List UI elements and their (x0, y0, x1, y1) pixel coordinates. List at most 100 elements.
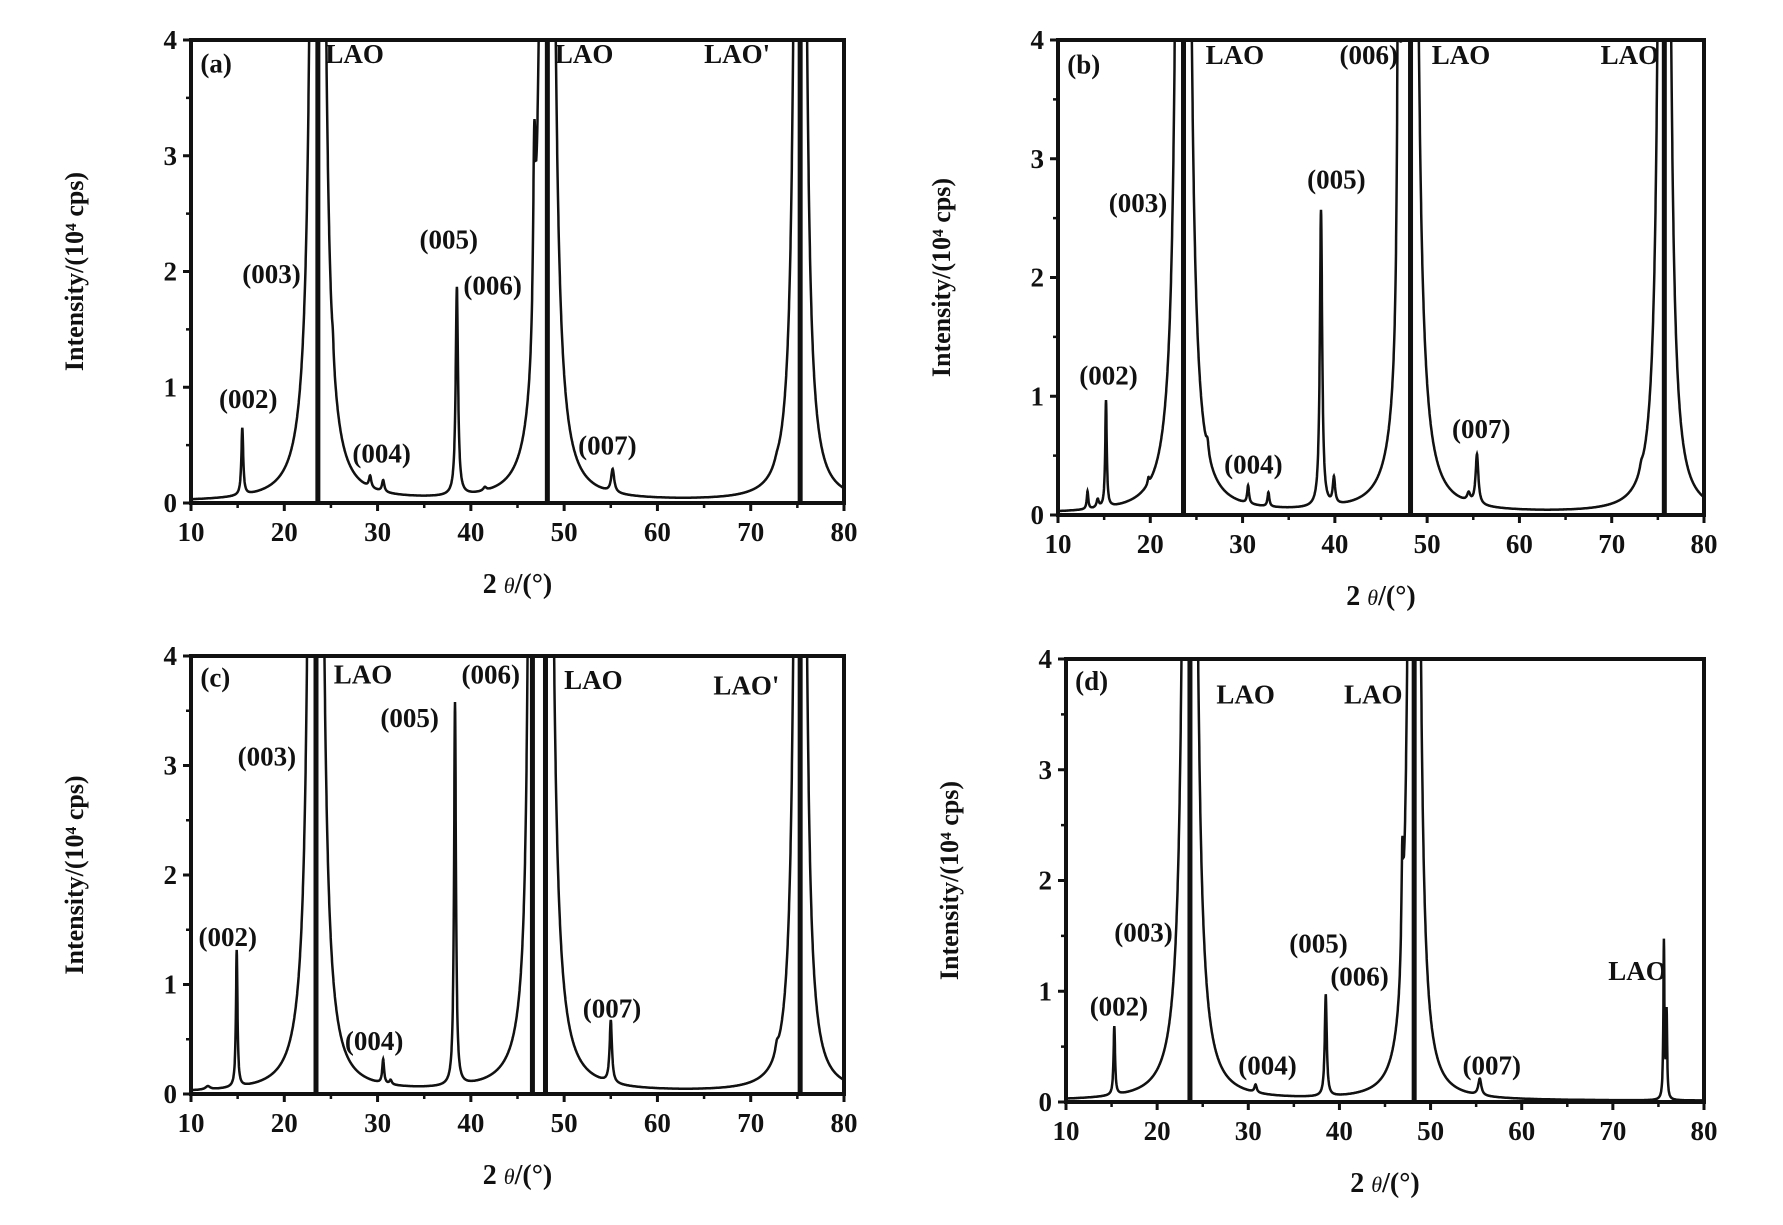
peak-annotation: LAO (555, 39, 614, 69)
peak-annotation: (005) (1307, 164, 1365, 194)
peak-annotation: LAO (564, 665, 623, 695)
peak-annotation: (007) (578, 430, 636, 460)
x-axis-title-part: /(°) (1377, 581, 1416, 612)
x-tick-label: 10 (178, 1108, 205, 1138)
x-tick-label: 30 (364, 1108, 391, 1138)
peak-annotation: LAO (1432, 40, 1491, 70)
x-tick-label: 80 (1691, 1116, 1718, 1146)
x-axis-title-part: 2 (1346, 581, 1367, 612)
x-axis-title: 2 θ/(°) (483, 1160, 552, 1191)
peak-annotation: (004) (1224, 449, 1282, 479)
x-axis-title-part: θ (504, 1164, 515, 1189)
x-tick-label: 50 (1414, 529, 1441, 559)
panel-d: 10 20 30 40 50 60 70 80 0 1 2 3 4 2 θ/(°) Intensity/(1… (935, 644, 1718, 1199)
peak-annotation: (006) (1339, 40, 1397, 70)
peak-annotation: (003) (1109, 188, 1167, 218)
y-tick-label: 1 (164, 372, 178, 402)
peak-annotation: (003) (242, 259, 300, 289)
x-tick-label: 50 (1417, 1116, 1444, 1146)
y-tick-label: 1 (1031, 381, 1045, 411)
x-axis-title: 2 θ/(°) (483, 569, 552, 600)
x-tick-label: 10 (178, 517, 205, 547)
y-tick-label: 1 (164, 970, 178, 1000)
x-tick-label: 80 (1691, 529, 1718, 559)
peak-annotation: LAO (1608, 956, 1667, 986)
peak-annotation: LAO' (713, 670, 779, 700)
y-tick-label: 2 (1039, 866, 1053, 896)
x-tick-label: 30 (1229, 529, 1256, 559)
peak-annotation: (002) (1090, 992, 1148, 1022)
x-axis-title-part: /(°) (514, 569, 553, 600)
peak-annotation: (006) (1330, 962, 1388, 992)
x-tick-label: 80 (831, 517, 858, 547)
panel-c: 10 20 30 40 50 60 70 80 0 1 2 3 4 2 θ/(°) Intensity/(1… (60, 641, 858, 1191)
x-tick-label: 10 (1053, 1116, 1080, 1146)
peak-annotation: (005) (420, 224, 478, 254)
x-tick-label: 20 (271, 517, 298, 547)
plot-frame (1064, 657, 1706, 1104)
y-axis-title: Intensity/(10⁴ cps) (935, 781, 964, 980)
x-tick-label: 10 (1045, 529, 1072, 559)
y-tick-label: 3 (164, 141, 178, 171)
y-tick-label: 4 (1031, 25, 1045, 55)
peak-annotation: (004) (352, 438, 410, 468)
peak-annotation: (005) (1289, 928, 1347, 958)
panel-label: (d) (1075, 666, 1108, 696)
peak-annotation: LAO (1206, 40, 1265, 70)
x-tick-label: 40 (1321, 529, 1348, 559)
peak-annotation: (007) (1452, 414, 1510, 444)
xrd-trace (191, 40, 844, 501)
y-tick-label: 3 (164, 751, 178, 781)
peak-annotation: (002) (198, 922, 256, 952)
peak-annotation: (003) (1114, 917, 1172, 947)
peak-annotation: (005) (380, 703, 438, 733)
peak-annotation: (004) (345, 1026, 403, 1056)
peak-annotation: (007) (583, 993, 641, 1023)
x-tick-label: 60 (1508, 1116, 1535, 1146)
x-axis-title-part: 2 (1350, 1168, 1371, 1199)
y-tick-label: 4 (164, 641, 178, 671)
x-tick-label: 20 (1137, 529, 1164, 559)
peak-annotation: LAO (325, 39, 384, 69)
x-tick-label: 50 (551, 517, 578, 547)
x-tick-label: 60 (1506, 529, 1533, 559)
x-tick-label: 40 (1326, 1116, 1353, 1146)
panel-label: (b) (1067, 49, 1100, 79)
x-tick-label: 50 (551, 1108, 578, 1138)
y-tick-label: 3 (1031, 144, 1045, 174)
x-tick-label: 70 (1599, 1116, 1626, 1146)
x-tick-label: 20 (1144, 1116, 1171, 1146)
panel-label: (c) (200, 663, 230, 693)
x-axis-title-part: θ (1367, 585, 1378, 610)
peak-annotation: (002) (219, 384, 277, 414)
x-tick-label: 70 (737, 517, 764, 547)
y-tick-label: 0 (164, 488, 178, 518)
x-tick-label: 60 (644, 517, 671, 547)
x-axis-title-part: /(°) (1381, 1168, 1420, 1199)
y-tick-label: 0 (1039, 1087, 1053, 1117)
x-tick-label: 30 (1235, 1116, 1262, 1146)
x-axis-title-part: 2 (483, 1160, 504, 1191)
peak-annotation: LAO (1344, 679, 1403, 709)
peak-annotation: (003) (238, 742, 296, 772)
panel-a: 10 20 30 40 50 60 70 80 0 1 2 3 4 2 θ/(°) Intensity/(1… (60, 25, 858, 600)
x-axis-title: 2 θ/(°) (1350, 1168, 1419, 1199)
plot-frame (189, 654, 846, 1096)
xrd-trace (1058, 40, 1704, 513)
x-tick-label: 20 (271, 1108, 298, 1138)
x-tick-label: 70 (1598, 529, 1625, 559)
peak-annotation: LAO (1601, 40, 1660, 70)
peak-annotation: (002) (1079, 360, 1137, 390)
y-tick-label: 4 (164, 25, 178, 55)
y-axis-title: Intensity/(10⁴ cps) (60, 172, 89, 371)
y-tick-label: 0 (164, 1079, 178, 1109)
x-tick-label: 80 (831, 1108, 858, 1138)
x-tick-label: 60 (644, 1108, 671, 1138)
x-axis-title-part: θ (1371, 1172, 1382, 1197)
y-tick-label: 4 (1039, 644, 1053, 674)
peak-annotation: (006) (462, 659, 520, 689)
y-tick-label: 3 (1039, 755, 1053, 785)
y-tick-label: 2 (164, 257, 178, 287)
xrd-trace (191, 656, 844, 1092)
